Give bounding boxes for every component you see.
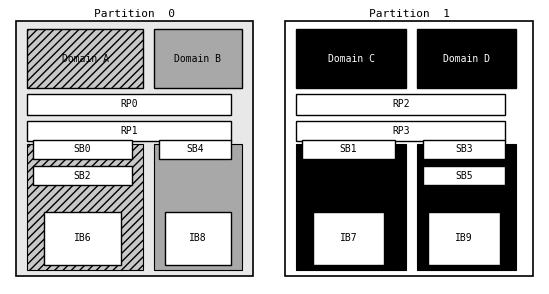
Text: SB4: SB4 [186,144,204,154]
Bar [296,121,505,141]
Text: SB0: SB0 [74,144,91,154]
Bar [159,140,231,159]
Bar [285,21,533,276]
Text: IB8: IB8 [189,233,206,243]
Bar [417,29,516,88]
Text: Domain D: Domain D [443,54,490,64]
Bar [154,144,242,270]
Text: RP1: RP1 [120,126,138,136]
Bar [296,144,406,270]
Bar [27,121,231,141]
Bar [27,94,231,115]
Bar [16,21,253,276]
Text: Domain A: Domain A [61,54,109,64]
Text: Partition  1: Partition 1 [368,9,450,19]
Text: IB6: IB6 [74,233,91,243]
Text: IB9: IB9 [455,233,473,243]
Bar [27,29,143,88]
Text: SB5: SB5 [455,171,473,181]
Bar [44,212,121,265]
Bar [27,144,143,270]
Text: SB1: SB1 [340,144,357,154]
Bar [165,212,231,265]
Text: Domain C: Domain C [328,54,375,64]
Bar [296,29,406,88]
Text: Domain B: Domain B [174,54,221,64]
Bar [417,144,516,270]
Bar [296,94,505,115]
Bar [423,166,505,185]
Text: RP3: RP3 [392,126,410,136]
Bar [423,140,505,159]
Bar [33,140,132,159]
Text: SB3: SB3 [455,144,473,154]
Text: RP2: RP2 [392,99,410,109]
Bar [313,212,384,265]
Bar [428,212,500,265]
Text: RP0: RP0 [120,99,138,109]
Bar [154,29,242,88]
Text: Partition  0: Partition 0 [94,9,175,19]
Text: SB2: SB2 [74,171,91,181]
Text: IB7: IB7 [340,233,357,243]
Bar [33,166,132,185]
Bar [302,140,395,159]
